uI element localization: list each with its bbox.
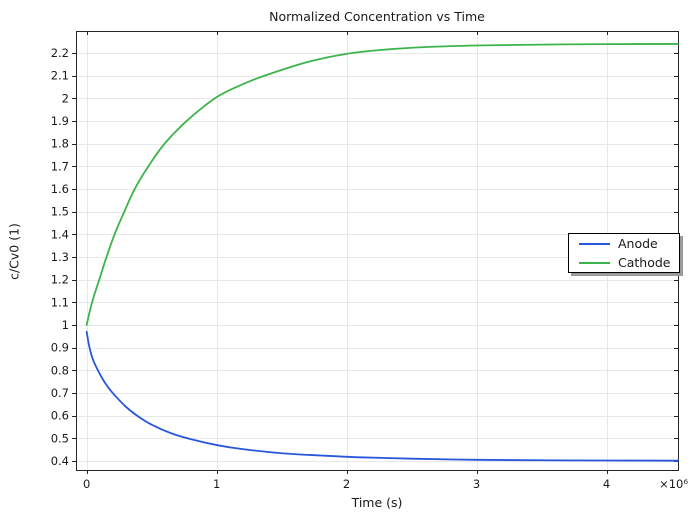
y-tick-label: 0.7 <box>51 386 69 400</box>
y-tick-label: 1 <box>62 318 69 332</box>
y-tick-label: 2.1 <box>51 69 69 83</box>
x-tick-label: 1 <box>213 477 220 491</box>
legend: Anode Cathode <box>568 233 680 273</box>
legend-item-anode: Anode <box>569 236 679 251</box>
legend-label-anode: Anode <box>618 236 658 251</box>
y-tick-label: 0.9 <box>51 341 69 355</box>
y-tick-label: 2.2 <box>51 46 69 60</box>
y-tick-label: 0.4 <box>51 454 69 468</box>
cathode-curve <box>85 43 679 326</box>
y-tick-label: 1.3 <box>51 250 69 264</box>
y-tick-label: 1.5 <box>51 205 69 219</box>
cathode-line-swatch <box>579 261 610 264</box>
y-tick-label: 1.9 <box>51 114 69 128</box>
x-tick-label: 4 <box>603 477 610 491</box>
y-tick-label: 1.2 <box>51 273 69 287</box>
y-tick-label: 0.8 <box>51 363 69 377</box>
y-tick-label: 1.4 <box>51 227 69 241</box>
x-tick-label: 3 <box>473 477 480 491</box>
y-tick-label: 1.1 <box>51 295 69 309</box>
y-axis-label: c/Cv0 (1) <box>6 223 22 280</box>
chart-title: Normalized Concentration vs Time <box>269 9 485 24</box>
y-tick-label: 1.6 <box>51 182 69 196</box>
x-tick-label: 2 <box>343 477 350 491</box>
anode-curve <box>85 330 679 462</box>
legend-label-cathode: Cathode <box>618 255 671 270</box>
y-tick-label: 1.8 <box>51 137 69 151</box>
x-tick-label: 0 <box>83 477 90 491</box>
y-tick-label: 1.7 <box>51 159 69 173</box>
y-tick-label: 0.5 <box>51 431 69 445</box>
y-tick-label: 0.6 <box>51 409 69 423</box>
x-axis-exponent: ×10⁶ <box>659 477 688 491</box>
legend-item-cathode: Cathode <box>569 255 679 270</box>
y-tick-label: 2 <box>62 91 69 105</box>
x-axis-label: Time (s) <box>351 495 403 510</box>
anode-line-swatch <box>579 242 610 245</box>
